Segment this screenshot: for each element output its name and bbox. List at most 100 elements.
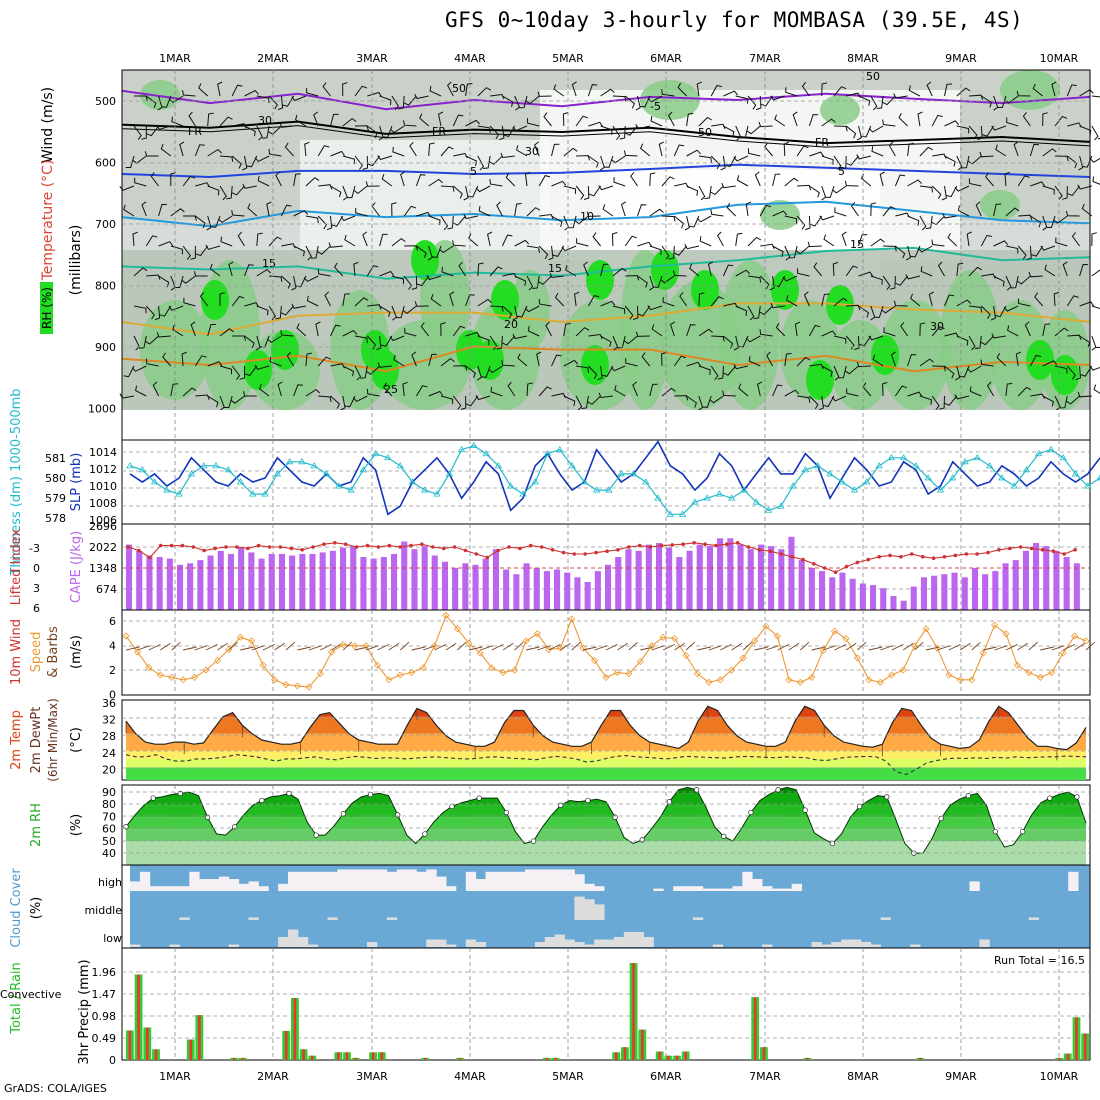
wind-barb bbox=[468, 233, 479, 247]
rh-moist-area bbox=[720, 260, 780, 410]
wind-barb bbox=[1066, 365, 1076, 380]
rh-saturated-area bbox=[371, 350, 399, 390]
wind-barb bbox=[624, 95, 636, 109]
wind-barb bbox=[563, 395, 576, 407]
cloud-cover-cell bbox=[130, 944, 141, 947]
cloud-cover-cell bbox=[357, 869, 368, 891]
lifted-index-marker bbox=[267, 545, 272, 549]
cloud-cover-cell bbox=[574, 896, 585, 920]
wind-barb bbox=[766, 351, 774, 367]
lifted-index-marker bbox=[518, 546, 522, 551]
lifted-index-marker bbox=[1029, 546, 1034, 551]
wind-barb bbox=[846, 304, 861, 311]
wind-barb bbox=[146, 274, 161, 280]
surface-wind-barb bbox=[411, 646, 426, 651]
wind-barb bbox=[772, 210, 788, 217]
wind-barb bbox=[905, 274, 921, 280]
lifted-index-marker bbox=[398, 545, 403, 549]
wind-barb bbox=[391, 95, 400, 111]
cloud-cover-cell bbox=[692, 917, 704, 920]
rh-marker bbox=[259, 797, 265, 804]
wind-barb bbox=[769, 275, 775, 291]
wind-barb bbox=[575, 115, 588, 127]
wind-speed-marker bbox=[716, 676, 724, 684]
surface-wind-barb bbox=[1005, 643, 1018, 651]
top-date-label: 7MAR bbox=[749, 52, 781, 65]
wind-barb bbox=[477, 262, 484, 277]
wind-barb bbox=[620, 201, 626, 217]
top-date-label: 1MAR bbox=[159, 52, 191, 65]
wind-barb bbox=[689, 215, 700, 228]
wind-barb bbox=[360, 365, 368, 379]
wind-speed-marker bbox=[1082, 637, 1090, 645]
wind-barb bbox=[592, 232, 601, 247]
wind-speed-marker bbox=[808, 673, 816, 681]
thickness-marker bbox=[1022, 466, 1031, 473]
wind-barb bbox=[1032, 83, 1044, 97]
wind-barb bbox=[747, 236, 762, 247]
wind-barb bbox=[170, 383, 179, 397]
cloud-cover-cell bbox=[910, 944, 921, 947]
wind-barb bbox=[968, 125, 978, 140]
wind-speed-marker bbox=[408, 668, 416, 677]
wind-barb bbox=[1031, 245, 1044, 257]
cape-bar bbox=[1063, 557, 1070, 610]
lifted-index-marker bbox=[855, 560, 860, 565]
wind-barb bbox=[980, 234, 993, 247]
wind-barb bbox=[944, 83, 953, 97]
thickness-marker bbox=[629, 470, 638, 477]
lifted-index-marker bbox=[463, 548, 468, 553]
surface-wind-barb bbox=[971, 641, 981, 651]
thickness-marker bbox=[740, 486, 748, 493]
cape-bar bbox=[982, 574, 989, 610]
lifted-index-marker bbox=[322, 542, 326, 546]
wind-barb bbox=[125, 155, 135, 168]
wind-barb bbox=[1054, 185, 1063, 200]
cloud-cover-cell bbox=[505, 871, 516, 891]
wind-barb bbox=[1016, 90, 1031, 97]
wind-barb bbox=[986, 381, 995, 397]
cape-tick: 674 bbox=[96, 583, 117, 596]
contour-label: 15 bbox=[262, 257, 276, 270]
wind-barb bbox=[404, 245, 419, 251]
thickness-marker bbox=[1084, 482, 1092, 489]
wind-barb bbox=[968, 94, 984, 101]
wind-barb bbox=[257, 175, 270, 187]
thickness-marker bbox=[322, 470, 331, 477]
contour-label: 15 bbox=[850, 238, 864, 251]
rh-saturated-area bbox=[244, 350, 272, 390]
wind-barb bbox=[526, 275, 534, 291]
cape-bar bbox=[1022, 550, 1029, 610]
wind-barb bbox=[398, 95, 405, 110]
wind-barb bbox=[753, 305, 761, 320]
cloud-cover-cell bbox=[643, 937, 654, 947]
wind-barb bbox=[698, 328, 713, 337]
cape-bar bbox=[543, 571, 550, 610]
cape-bar bbox=[737, 544, 744, 610]
thickness-marker bbox=[1010, 482, 1018, 489]
wind-barb bbox=[871, 146, 884, 157]
surface-wind-barb bbox=[1017, 642, 1028, 651]
cape-bar bbox=[207, 555, 214, 610]
wind-barb bbox=[818, 395, 824, 411]
wind-barb bbox=[190, 321, 196, 337]
temp-band bbox=[126, 767, 1086, 780]
wind-speed-marker bbox=[945, 671, 953, 679]
cloud-cover-cell bbox=[396, 869, 407, 891]
wind-barb bbox=[759, 329, 773, 337]
wind-barb bbox=[353, 185, 368, 195]
wind-barb bbox=[993, 240, 1009, 247]
wind-barb bbox=[305, 215, 319, 224]
wind-barb bbox=[1005, 382, 1013, 397]
cape-bar bbox=[299, 553, 306, 610]
wind-barb bbox=[1017, 298, 1031, 307]
wind-barb bbox=[575, 395, 583, 411]
wind-barb bbox=[490, 305, 504, 312]
wind-barb bbox=[380, 335, 393, 347]
wind10m-frame bbox=[121, 609, 1091, 696]
rh-marker bbox=[992, 828, 999, 835]
wind-barb bbox=[440, 322, 446, 337]
wind-barb bbox=[538, 386, 552, 397]
cape-bar bbox=[757, 544, 764, 610]
